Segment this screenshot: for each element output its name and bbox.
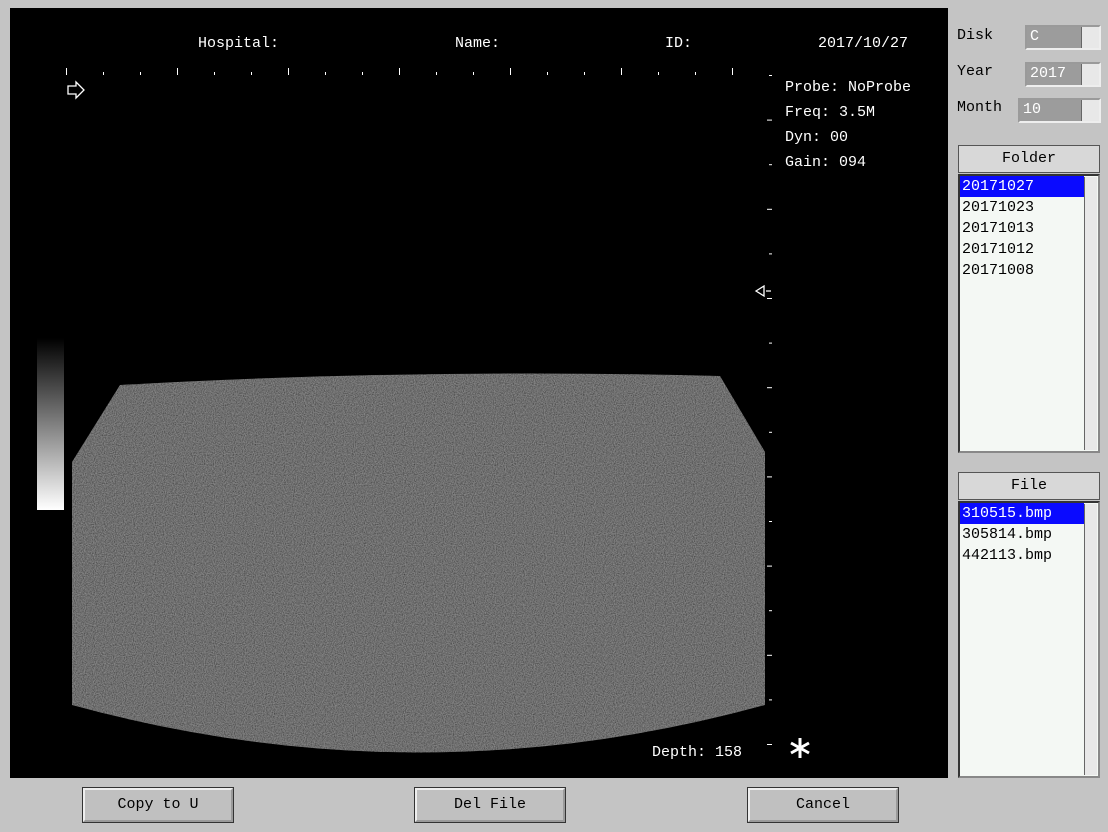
exam-date: 2017/10/27 — [818, 35, 908, 52]
scrollbar[interactable] — [1084, 177, 1097, 450]
gain-info: Gain: 094 — [785, 154, 866, 171]
month-select[interactable]: 10 — [1018, 98, 1101, 123]
ruler-tick — [658, 72, 659, 75]
focus-marker — [754, 284, 771, 298]
folder-item[interactable]: 20171012 — [962, 241, 1035, 258]
ruler-tick — [767, 119, 772, 121]
disk-value: C — [1030, 28, 1040, 45]
ruler-tick — [547, 72, 548, 75]
year-select[interactable]: 2017 — [1025, 62, 1101, 87]
ruler-tick — [140, 72, 141, 75]
gray-scale-bar — [37, 338, 64, 510]
ruler-tick — [769, 521, 772, 522]
ruler-tick — [177, 68, 178, 75]
ruler-tick — [769, 342, 772, 344]
ruler-tick — [767, 744, 772, 745]
ruler-tick — [399, 68, 400, 75]
freeze-icon — [790, 738, 810, 758]
ruler-tick — [767, 565, 772, 567]
month-label: Month — [957, 99, 1003, 116]
ruler-tick — [769, 610, 772, 612]
folder-header: Folder — [958, 145, 1100, 173]
folder-item[interactable]: 20171027 — [960, 176, 1084, 197]
cancel-button[interactable]: Cancel — [747, 787, 899, 823]
ruler-tick — [621, 68, 622, 75]
depth-ruler — [66, 68, 772, 745]
month-value: 10 — [1023, 101, 1042, 118]
file-list: 310515.bmp 305814.bmp 442113.bmp — [958, 501, 1100, 778]
file-item[interactable]: 442113.bmp — [962, 547, 1053, 564]
dropdown-button[interactable] — [1081, 27, 1099, 48]
folder-item[interactable]: 20171008 — [962, 262, 1035, 279]
ruler-tick — [251, 72, 252, 75]
ruler-tick — [288, 68, 289, 75]
ruler-tick — [436, 72, 437, 75]
ruler-tick — [732, 68, 733, 75]
folder-item[interactable]: 20171023 — [962, 199, 1035, 216]
ruler-tick — [769, 699, 772, 701]
ruler-tick — [695, 72, 696, 75]
copy-button[interactable]: Copy to U — [82, 787, 234, 823]
hospital-label: Hospital: — [198, 35, 279, 52]
name-label: Name: — [455, 35, 500, 52]
ruler-tick — [767, 208, 772, 210]
ruler-tick — [584, 72, 585, 75]
ruler-tick — [769, 431, 772, 433]
ultrasound-sector — [72, 373, 765, 753]
dropdown-button[interactable] — [1081, 64, 1099, 85]
file-item[interactable]: 310515.bmp — [960, 503, 1084, 524]
dropdown-button[interactable] — [1081, 100, 1099, 121]
probe-info: Probe: NoProbe — [785, 79, 911, 96]
file-header: File — [958, 472, 1100, 500]
ruler-tick — [769, 164, 772, 166]
ruler-tick — [325, 72, 326, 75]
folder-item[interactable]: 20171013 — [962, 220, 1035, 237]
ruler-tick — [769, 253, 772, 255]
ruler-tick — [769, 75, 772, 76]
direction-marker — [67, 80, 85, 100]
ruler-tick — [767, 298, 772, 299]
depth-info: Depth: 158 — [652, 744, 742, 761]
ruler-tick — [362, 72, 363, 75]
scrollbar[interactable] — [1084, 504, 1097, 775]
ruler-tick — [767, 476, 772, 478]
ruler-tick — [473, 72, 474, 75]
ruler-tick — [767, 387, 772, 389]
dyn-info: Dyn: 00 — [785, 129, 848, 146]
freq-info: Freq: 3.5M — [785, 104, 875, 121]
ruler-tick — [214, 72, 215, 75]
ruler-tick — [103, 72, 104, 75]
disk-select[interactable]: C — [1025, 25, 1101, 50]
folder-list: 20171027 20171023 20171013 20171012 20171008 — [958, 174, 1100, 453]
id-label: ID: — [665, 35, 692, 52]
ruler-tick — [767, 654, 772, 656]
file-item[interactable]: 305814.bmp — [962, 526, 1053, 543]
disk-label: Disk — [957, 27, 994, 44]
ruler-tick — [510, 68, 511, 75]
year-label: Year — [957, 63, 994, 80]
delete-button[interactable]: Del File — [414, 787, 566, 823]
ruler-tick — [66, 68, 67, 75]
year-value: 2017 — [1030, 65, 1067, 82]
image-area: Hospital: Name: ID: 2017/10/27 Probe: No… — [10, 8, 948, 778]
